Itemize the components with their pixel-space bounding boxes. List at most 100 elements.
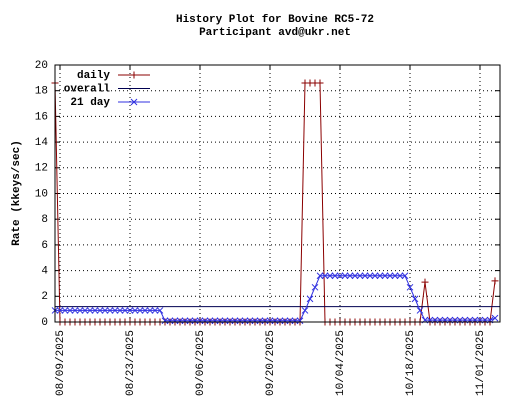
point-marker (111, 307, 119, 314)
x-tick-label: 08/09/2025 (55, 330, 67, 396)
x-tick-label: 11/01/2025 (475, 330, 487, 396)
point-marker (176, 317, 184, 325)
point-marker (101, 307, 109, 314)
y-tick-label: 4 (41, 266, 48, 278)
point-marker (96, 307, 104, 314)
point-marker (246, 317, 254, 325)
point-marker (256, 317, 264, 325)
y-tick-label: 0 (41, 317, 48, 329)
point-marker (241, 317, 249, 325)
point-marker (106, 307, 114, 314)
point-marker (316, 79, 324, 87)
point-marker (306, 295, 314, 303)
point-marker (261, 317, 269, 325)
point-marker (221, 317, 229, 325)
point-marker (181, 317, 189, 325)
point-marker (226, 317, 234, 325)
x-tick-label: 08/23/2025 (125, 330, 137, 396)
point-marker (56, 307, 64, 314)
y-tick-label: 2 (41, 291, 48, 303)
point-marker (186, 317, 194, 325)
point-marker (286, 317, 294, 325)
y-tick-label: 10 (35, 188, 48, 200)
y-tick-label: 12 (35, 163, 48, 175)
x-tick-label: 09/06/2025 (195, 330, 207, 396)
point-marker (386, 272, 394, 280)
point-marker (376, 272, 384, 280)
point-marker (291, 317, 299, 325)
point-marker (66, 307, 74, 314)
point-marker (166, 317, 174, 325)
legend-label: daily (77, 70, 110, 82)
chart-subtitle: Participant avd@ukr.net (199, 27, 351, 39)
plot-border (54, 64, 501, 323)
point-marker (86, 307, 94, 314)
y-tick-label: 14 (35, 137, 49, 149)
point-marker (371, 272, 379, 280)
point-marker (326, 272, 334, 280)
point-marker (276, 317, 284, 325)
point-marker (296, 317, 304, 325)
point-marker (146, 307, 154, 314)
y-tick-label: 16 (35, 111, 48, 123)
point-marker (401, 272, 409, 280)
x-tick-label: 09/20/2025 (265, 330, 277, 396)
point-marker (121, 307, 129, 314)
point-marker (61, 307, 69, 314)
point-marker (411, 295, 419, 303)
y-tick-label: 20 (35, 60, 48, 72)
point-marker (71, 307, 79, 314)
y-axis-label: Rate (kkeys/sec) (11, 140, 23, 246)
point-marker (91, 307, 99, 314)
point-marker (346, 272, 354, 280)
point-marker (331, 272, 339, 280)
point-marker (356, 272, 364, 280)
legend-label: 21 day (70, 97, 110, 109)
point-marker (161, 317, 169, 325)
point-marker (196, 317, 204, 325)
y-tick-label: 18 (35, 86, 48, 98)
point-marker (351, 272, 359, 280)
x-tick-label: 10/04/2025 (335, 330, 347, 396)
point-marker (136, 307, 144, 314)
point-marker (171, 317, 179, 325)
chart-title: History Plot for Bovine RC5-72 (176, 14, 374, 26)
point-marker (321, 272, 329, 280)
point-marker (236, 317, 244, 325)
point-marker (301, 307, 309, 314)
point-marker (491, 277, 499, 285)
point-marker (281, 317, 289, 325)
point-marker (201, 317, 209, 325)
point-marker (116, 307, 124, 314)
point-marker (416, 307, 424, 314)
y-tick-label: 8 (41, 214, 48, 226)
point-marker (126, 307, 134, 314)
point-marker (156, 307, 164, 314)
point-marker (311, 283, 319, 291)
point-marker (76, 307, 84, 314)
point-marker (491, 314, 499, 322)
y-tick-label: 6 (41, 240, 48, 252)
point-marker (191, 317, 199, 325)
point-marker (361, 272, 369, 280)
point-marker (396, 272, 404, 280)
point-marker (266, 317, 274, 325)
point-marker (406, 283, 414, 291)
point-marker (231, 317, 239, 325)
point-marker (81, 307, 89, 314)
legend-marker (130, 71, 138, 79)
point-marker (206, 317, 214, 325)
legend-marker (130, 98, 138, 106)
point-marker (216, 317, 224, 325)
point-marker (251, 317, 259, 325)
point-marker (381, 272, 389, 280)
point-marker (366, 272, 374, 280)
point-marker (271, 317, 279, 325)
point-marker (141, 307, 149, 314)
point-marker (391, 272, 399, 280)
legend-label: overall (64, 83, 111, 95)
point-marker (316, 272, 324, 280)
point-marker (151, 307, 159, 314)
